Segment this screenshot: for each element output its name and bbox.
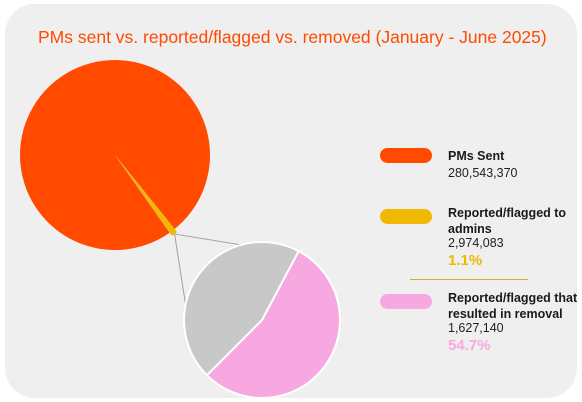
pie-slice-removed	[205, 249, 341, 399]
legend-label-removed: Reported/flagged that resulted in remova…	[448, 291, 578, 321]
legend-label-pms-sent: PMs Sent	[448, 149, 505, 163]
chart-title: PMs sent vs. reported/flagged vs. remove…	[38, 27, 547, 47]
connector-line-1	[174, 233, 187, 305]
legend-percent-removed: 54.7%	[448, 337, 491, 354]
pie-slice-pms-sent	[19, 60, 210, 251]
legend-value-removed: 1,627,140	[448, 321, 504, 335]
legend-swatch-reported	[380, 209, 432, 224]
legend-value-pms-sent: 280,543,370	[448, 166, 518, 180]
pie-slice-not-removed	[183, 241, 300, 377]
legend-swatch-pms-sent	[380, 148, 432, 163]
legend-divider	[410, 279, 528, 280]
legend-swatch-removed	[380, 294, 432, 309]
legend-percent-reported: 1.1%	[448, 252, 483, 269]
legend-label-reported: Reported/flagged to admins	[448, 206, 567, 236]
pie-slice-reported	[117, 158, 178, 236]
legend-value-reported: 2,974,083	[448, 236, 504, 250]
